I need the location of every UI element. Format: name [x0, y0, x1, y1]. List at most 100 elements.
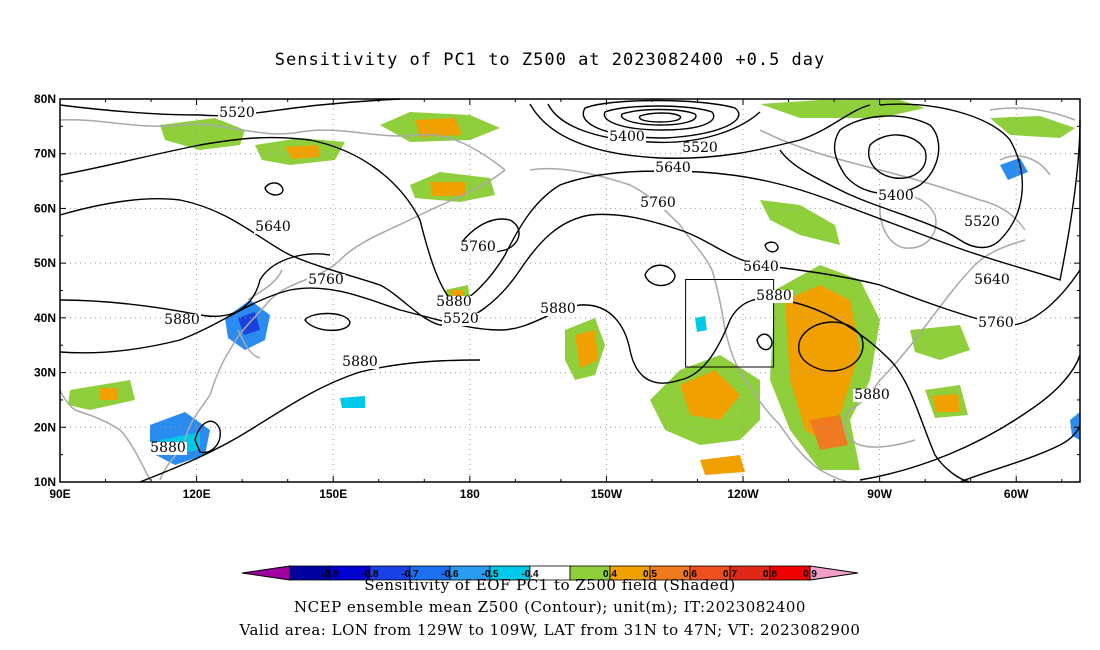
contour-label-bg [973, 274, 1011, 287]
contour-label-bg [435, 296, 473, 309]
lon-tick-label: 60W [1004, 487, 1029, 501]
z500-contours [59, 98, 1081, 483]
contour-label: 5760 [640, 195, 676, 211]
coast-eurasia-north [59, 119, 506, 171]
contour-5880-closed-w [756, 333, 773, 351]
contour-label-bg [307, 274, 345, 287]
contour-label: 5640 [655, 160, 691, 176]
lon-tick-label: 150W [591, 487, 623, 501]
lat-tick-label: 60N [34, 201, 56, 215]
contour-5760-ca [764, 241, 779, 253]
contour-5400-east2 [868, 134, 927, 179]
contour-label: 5640 [974, 272, 1010, 288]
lat-tick-label: 50N [34, 256, 56, 270]
colorbar-level-label: -0.5 [481, 569, 499, 580]
colorbar-level-label: 0.6 [683, 569, 697, 580]
lat-tick-label: 40N [34, 311, 56, 325]
shade-neg-ca [695, 316, 707, 332]
contour-5400-east [833, 115, 940, 195]
map-title: Sensitivity of PC1 to Z500 at 2023082400… [274, 50, 826, 70]
lat-tick-label: 70N [34, 147, 56, 161]
colorbar-level-label: -0.4 [521, 569, 539, 580]
map-background [60, 99, 1080, 482]
colorbar-right-arrow [809, 565, 859, 581]
shade-pos-chukchi-o [415, 118, 462, 137]
lon-tick-label: 90W [867, 487, 892, 501]
contour-label-bg [977, 317, 1015, 330]
coast-indochina [59, 389, 151, 481]
graticule [60, 99, 1080, 482]
shade-pos-cpac-o [575, 330, 598, 368]
contour-5640-main [59, 119, 1081, 306]
contour-label-bg [341, 356, 379, 369]
colorbar-level-label: -0.6 [441, 569, 459, 580]
coast-na-west [711, 269, 851, 483]
contour-label: 5880 [540, 301, 576, 317]
colorbar-level-label: 0.7 [723, 569, 737, 580]
shade-pos-arctic-w [160, 118, 245, 150]
shade-pos-bering-o [430, 182, 465, 196]
colorbar-level-label: 0.4 [603, 569, 617, 580]
contour-5880-south [139, 359, 481, 483]
colorbar-level-label: -0.8 [361, 569, 379, 580]
lon-tick-labels: 90E 120E 150E 180 150W 120W 90W 60W [49, 487, 1029, 501]
axis-ticks [59, 98, 1080, 483]
contour-label-bg [755, 290, 793, 303]
shade-pos-atl2-o [932, 394, 960, 412]
coast-greenland [989, 107, 1076, 176]
shade-pos-arctic-w2o [285, 145, 320, 159]
lat-tick-label: 30N [34, 366, 56, 380]
contour-label: 5640 [255, 219, 291, 235]
contour-5880-equ [959, 424, 1081, 483]
contour-label: 5880 [342, 354, 378, 370]
contour-label: 5880 [436, 294, 472, 310]
shade-pos-atl [910, 325, 970, 360]
coast-na-east [879, 239, 1026, 381]
colorbar-level-label: -0.9 [321, 569, 339, 580]
contour-label: 5880 [150, 440, 186, 456]
contour-5880-pac-low [304, 312, 351, 332]
contour-label: 5520 [219, 105, 255, 121]
shade-neg-pac [340, 396, 365, 408]
lat-tick-labels: 10N 20N 30N 40N 50N 60N 70N 80N [34, 92, 56, 489]
contour-5880-east [859, 354, 1081, 481]
contour-label: 5520 [682, 140, 718, 156]
contour-label: 5520 [964, 214, 1000, 230]
coastlines [59, 107, 1076, 483]
contour-label: 5760 [460, 239, 496, 255]
shade-pos-us-o [785, 285, 860, 445]
contour-label-bg [853, 389, 891, 402]
valid-area-box [685, 279, 775, 368]
contour-5520-mid [529, 103, 871, 159]
colorbar-level-label: 0.8 [763, 569, 777, 580]
contour-5400 [547, 103, 761, 144]
lat-tick-label: 10N [34, 475, 56, 489]
contour-5400-low-pole [582, 99, 740, 139]
contour-5160-low-pole [620, 108, 697, 126]
contour-label-bg [654, 162, 692, 175]
contour-5880-main [59, 287, 971, 483]
shade-pos-us-r [810, 415, 848, 450]
contour-5880-scs [194, 420, 221, 454]
contour-label-bg [218, 107, 256, 120]
lon-tick-label: 150E [319, 487, 347, 501]
coast-canada-arctic [759, 129, 1026, 231]
shade-pos-india-o [100, 388, 118, 400]
lon-tick-label: 120W [727, 487, 759, 501]
lat-tick-label: 80N [34, 92, 56, 106]
contour-label: 5760 [978, 315, 1014, 331]
contour-label-bg [539, 303, 577, 316]
contour-label: 5760 [308, 272, 344, 288]
colorbar-level-label: 0.5 [643, 569, 657, 580]
coast-alaska [529, 167, 713, 271]
lon-tick-label: 90E [49, 487, 70, 501]
contour-label: 5400 [878, 188, 914, 204]
footer-line-contour: NCEP ensemble mean Z500 (Contour); unit(… [294, 598, 806, 616]
coast-asia-east [159, 169, 506, 481]
contour-label: 5880 [756, 288, 792, 304]
contour-5640-kamchatka [264, 182, 284, 196]
colorbar-caption: Sensitivity of EOF PC1 to Z500 field (Sh… [364, 576, 736, 594]
shade-neg-east [1070, 412, 1080, 440]
lon-tick-label: 120E [183, 487, 211, 501]
